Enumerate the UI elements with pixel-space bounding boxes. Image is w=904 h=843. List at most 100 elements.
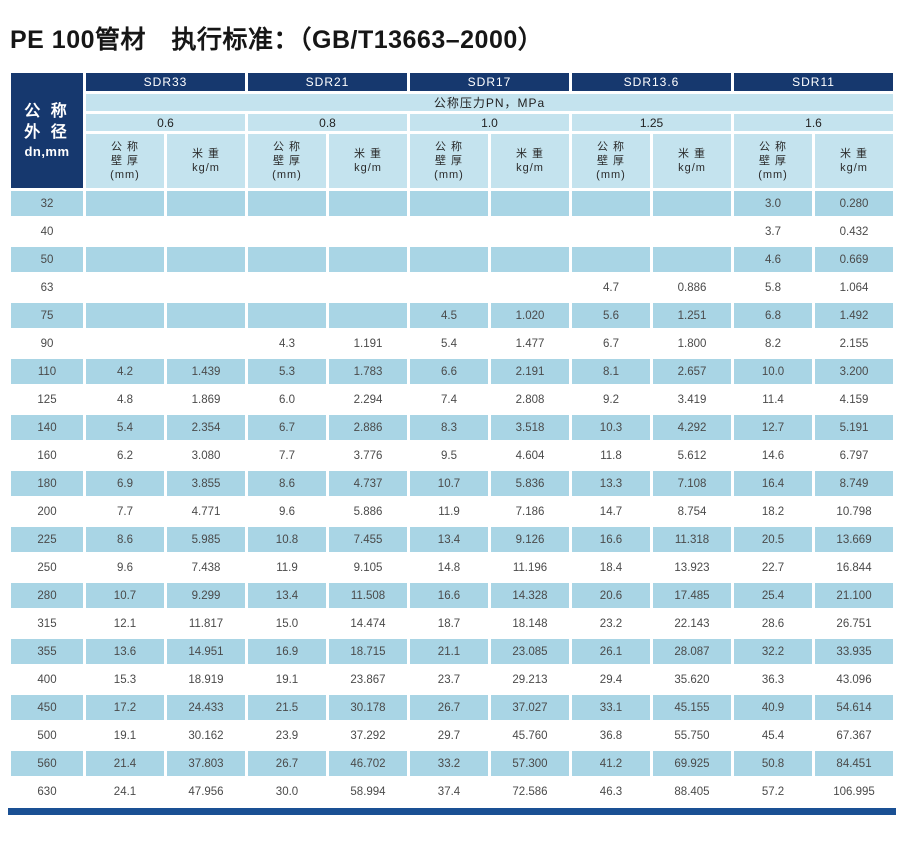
value-cell: 28.6 <box>734 611 813 636</box>
bottom-rule-bar <box>8 808 896 815</box>
weight-header: 米 重 kg/m <box>329 134 407 188</box>
corner-header-dn: 公 称 外 径 dn,mm <box>11 73 83 188</box>
value-cell: 6.797 <box>815 443 894 468</box>
weight-header: 米 重 kg/m <box>653 134 732 188</box>
value-cell: 9.6 <box>248 499 326 524</box>
value-cell <box>572 191 650 216</box>
value-cell <box>248 303 326 328</box>
value-cell: 19.1 <box>248 667 326 692</box>
sdr33-header: SDR33 <box>86 73 245 91</box>
value-cell: 13.3 <box>572 471 650 496</box>
value-cell <box>329 191 407 216</box>
value-cell: 8.3 <box>410 415 488 440</box>
value-cell: 4.771 <box>167 499 245 524</box>
value-cell: 26.7 <box>248 751 326 776</box>
value-cell: 2.155 <box>815 331 894 356</box>
value-cell: 20.5 <box>734 527 813 552</box>
value-cell <box>410 275 488 300</box>
value-cell: 24.1 <box>86 779 164 804</box>
pressure-banner-row: 公称压力PN，MPa <box>11 94 894 111</box>
value-cell: 4.8 <box>86 387 164 412</box>
value-cell: 8.754 <box>653 499 732 524</box>
value-cell: 8.2 <box>734 331 813 356</box>
value-cell: 25.4 <box>734 583 813 608</box>
value-cell: 18.4 <box>572 555 650 580</box>
value-cell: 3.776 <box>329 443 407 468</box>
value-cell: 23.2 <box>572 611 650 636</box>
value-cell: 13.923 <box>653 555 732 580</box>
value-cell: 1.064 <box>815 275 894 300</box>
value-cell: 46.702 <box>329 751 407 776</box>
weight-header-line: 米 重 <box>191 148 221 160</box>
thickness-header-line: (mm) <box>758 169 788 181</box>
value-cell: 9.299 <box>167 583 245 608</box>
value-cell: 29.7 <box>410 723 488 748</box>
value-cell: 37.027 <box>491 695 569 720</box>
weight-header: 米 重 kg/m <box>167 134 245 188</box>
value-cell: 14.328 <box>491 583 569 608</box>
value-cell: 4.159 <box>815 387 894 412</box>
value-cell: 11.196 <box>491 555 569 580</box>
value-cell <box>653 219 732 244</box>
value-cell: 7.7 <box>248 443 326 468</box>
value-cell: 22.7 <box>734 555 813 580</box>
value-cell <box>86 303 164 328</box>
value-cell: 7.438 <box>167 555 245 580</box>
value-cell <box>329 303 407 328</box>
thickness-header-line: 壁 厚 <box>110 155 140 167</box>
dn-cell: 125 <box>11 387 83 412</box>
value-cell: 18.7 <box>410 611 488 636</box>
value-cell: 26.1 <box>572 639 650 664</box>
value-cell: 2.354 <box>167 415 245 440</box>
value-cell: 36.3 <box>734 667 813 692</box>
dn-cell: 75 <box>11 303 83 328</box>
value-cell: 5.8 <box>734 275 813 300</box>
value-cell: 17.2 <box>86 695 164 720</box>
thickness-header-line: 公 称 <box>596 141 626 153</box>
thickness-header-line: (mm) <box>434 169 464 181</box>
value-cell: 33.935 <box>815 639 894 664</box>
table-row: 630 24.1 47.956 30.0 58.994 37.4 72.586 46.3 88.… <box>11 779 894 804</box>
table-row: 500 19.1 30.162 23.9 37.292 29.7 45.760 36.8 55.… <box>11 723 894 748</box>
value-cell: 45.4 <box>734 723 813 748</box>
spec-table-wrapper: 公 称 外 径 dn,mm SDR33 SDR21 SDR17 SDR13.6 … <box>8 70 896 807</box>
dn-cell: 180 <box>11 471 83 496</box>
table-row: 63 4.7 0.886 5.8 1.064 <box>11 275 894 300</box>
table-row: 355 13.6 14.951 16.9 18.715 21.1 23.085 26.1 28.… <box>11 639 894 664</box>
value-cell: 13.669 <box>815 527 894 552</box>
thickness-header: 公 称 壁 厚 (mm) <box>86 134 164 188</box>
value-cell <box>572 247 650 272</box>
value-cell: 14.6 <box>734 443 813 468</box>
value-cell: 21.100 <box>815 583 894 608</box>
corner-line2: 外 径 <box>24 123 70 141</box>
value-cell: 6.6 <box>410 359 488 384</box>
table-row: 125 4.8 1.869 6.0 2.294 7.4 2.808 9.2 3.419 11.4 4… <box>11 387 894 412</box>
value-cell <box>410 219 488 244</box>
value-cell: 58.994 <box>329 779 407 804</box>
dn-cell: 90 <box>11 331 83 356</box>
value-cell: 33.2 <box>410 751 488 776</box>
table-row: 32 3.0 0.280 <box>11 191 894 216</box>
value-cell: 35.620 <box>653 667 732 692</box>
value-cell: 21.1 <box>410 639 488 664</box>
value-cell <box>167 275 245 300</box>
sdr11-header: SDR11 <box>734 73 894 91</box>
table-row: 160 6.2 3.080 7.7 3.776 9.5 4.604 11.8 5.612 14.6… <box>11 443 894 468</box>
value-cell: 67.367 <box>815 723 894 748</box>
value-cell: 45.155 <box>653 695 732 720</box>
dn-cell: 110 <box>11 359 83 384</box>
value-cell: 18.919 <box>167 667 245 692</box>
weight-header-line: kg/m <box>678 162 706 174</box>
value-cell: 6.0 <box>248 387 326 412</box>
thickness-header-line: (mm) <box>272 169 302 181</box>
value-cell: 3.080 <box>167 443 245 468</box>
weight-header-line: kg/m <box>354 162 382 174</box>
pn-1-25: 1.25 <box>572 114 732 131</box>
dn-cell: 500 <box>11 723 83 748</box>
value-cell: 4.604 <box>491 443 569 468</box>
corner-line3: dn,mm <box>24 143 70 159</box>
value-cell: 6.7 <box>572 331 650 356</box>
value-cell: 21.4 <box>86 751 164 776</box>
value-cell: 4.6 <box>734 247 813 272</box>
